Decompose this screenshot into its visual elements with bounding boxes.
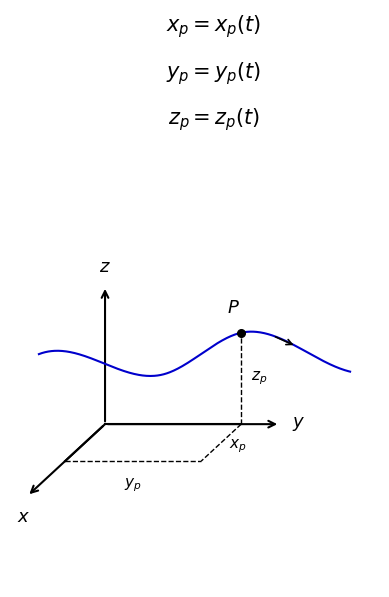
Text: $P$: $P$ bbox=[227, 299, 240, 317]
Text: $z_p$: $z_p$ bbox=[251, 370, 267, 387]
Text: $x_p = x_p(t)$: $x_p = x_p(t)$ bbox=[166, 13, 262, 40]
Text: $y$: $y$ bbox=[292, 415, 305, 433]
Text: $x_p$: $x_p$ bbox=[229, 438, 247, 456]
Text: $z$: $z$ bbox=[99, 259, 111, 276]
Text: $y_p$: $y_p$ bbox=[124, 476, 142, 494]
Text: $z_p = z_p(t)$: $z_p = z_p(t)$ bbox=[168, 106, 260, 133]
Text: $x$: $x$ bbox=[17, 508, 30, 526]
Text: $y_p = y_p(t)$: $y_p = y_p(t)$ bbox=[166, 60, 261, 87]
